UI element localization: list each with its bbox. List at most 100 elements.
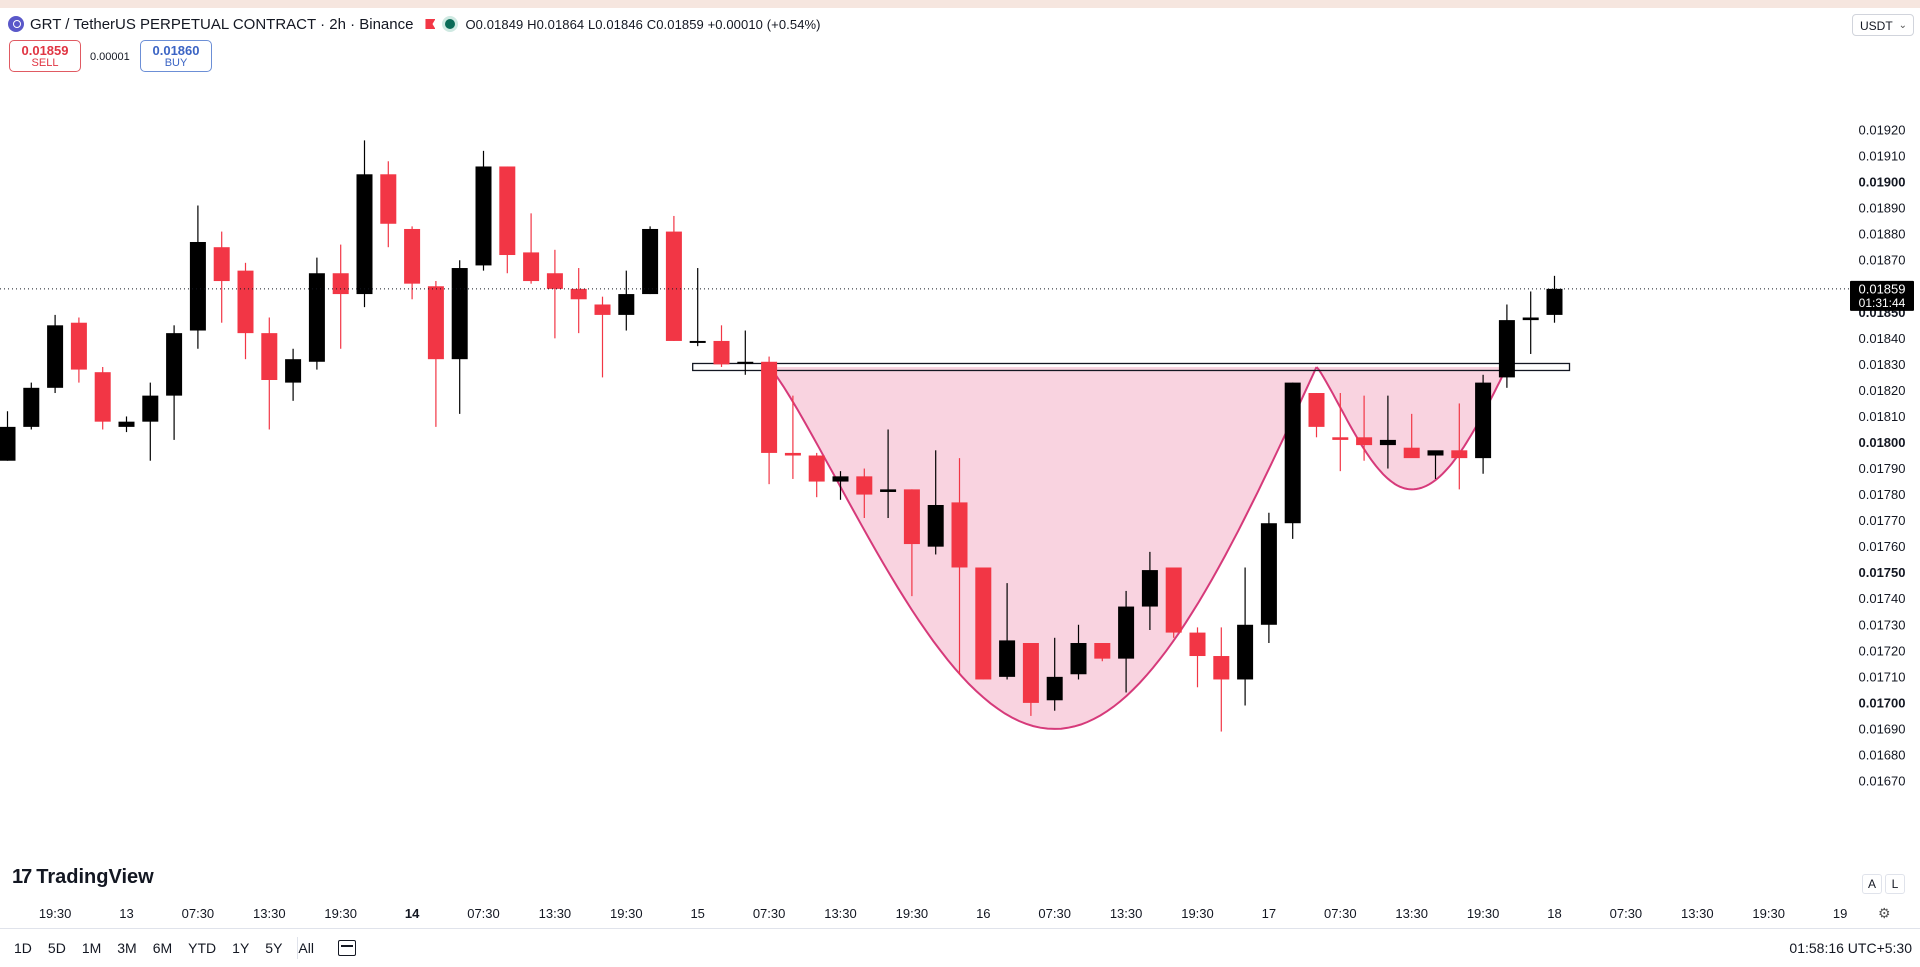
candle <box>1308 393 1325 438</box>
cup-fill <box>769 367 1317 729</box>
time-tick-label: 13:30 <box>1395 906 1428 921</box>
candle-body <box>927 504 944 547</box>
time-tick-label: 13:30 <box>824 906 857 921</box>
calendar-icon[interactable] <box>337 940 356 956</box>
candle-body <box>546 273 563 289</box>
candle <box>927 450 944 555</box>
price-chart[interactable]: 0.01920 0.01910 0.01900 0.01890 0.01880 0.018… <box>0 0 1920 928</box>
candle-body <box>1237 624 1254 680</box>
candle <box>475 150 492 271</box>
time-axis[interactable]: 19:30 13 07:30 13:30 19:30 14 07:30 13:30 19:30 1… <box>39 906 1848 921</box>
candle <box>880 429 897 519</box>
price-tag-countdown: 01:31:44 <box>1859 296 1906 310</box>
candle <box>1094 643 1111 662</box>
candle <box>761 356 778 485</box>
candle <box>713 325 730 367</box>
timeframe-3m[interactable]: 3M <box>117 940 137 956</box>
candle-body <box>618 294 635 315</box>
time-tick-label: 19:30 <box>1181 906 1214 921</box>
sell-button[interactable]: 0.01859 SELL <box>9 40 81 72</box>
candle-body <box>47 325 64 388</box>
log-scale-button[interactable]: L <box>1885 874 1905 894</box>
candle <box>642 226 659 295</box>
brand-name: TradingView <box>36 866 154 888</box>
candle-body <box>213 247 230 282</box>
time-tick-label: 07:30 <box>753 906 786 921</box>
buy-price: 0.01860 <box>152 43 200 58</box>
price-axis[interactable]: 0.01920 0.01910 0.01900 0.01890 0.01880 0.018… <box>1859 123 1906 789</box>
candle <box>189 205 206 349</box>
currency-select[interactable]: USDT ⌄ <box>1852 14 1914 36</box>
price-tick-label: 0.01830 <box>1859 357 1906 372</box>
candle <box>1356 395 1373 461</box>
candle <box>0 411 16 461</box>
candle-body <box>951 502 968 568</box>
candle-body <box>1498 320 1515 378</box>
price-tick-label: 0.01800 <box>1859 435 1906 450</box>
time-tick-label: 07:30 <box>1610 906 1643 921</box>
price-tick-label: 0.01670 <box>1859 774 1906 789</box>
candle-body <box>594 304 611 315</box>
timeframe-all[interactable]: All <box>298 940 314 956</box>
price-tick-label: 0.01820 <box>1859 383 1906 398</box>
candle <box>737 330 754 375</box>
buy-button[interactable]: 0.01860 BUY <box>140 40 212 72</box>
candle-body <box>856 476 873 495</box>
candle <box>665 215 682 341</box>
time-tick-label: 19:30 <box>1467 906 1500 921</box>
price-tick-label: 0.01810 <box>1859 409 1906 424</box>
candle <box>975 567 992 680</box>
tradingview-logo[interactable]: 17 TradingView <box>12 866 154 889</box>
candle <box>1022 643 1039 716</box>
timeframe-1m[interactable]: 1M <box>81 940 102 956</box>
candle <box>1070 624 1087 680</box>
candle <box>308 257 325 370</box>
candle-body <box>261 333 278 381</box>
candle <box>1475 374 1492 474</box>
candle-body <box>642 228 659 295</box>
sell-label: SELL <box>31 57 59 69</box>
candle <box>23 382 40 430</box>
candle <box>404 226 421 300</box>
candle-body <box>1022 643 1039 703</box>
time-tick-label: 07:30 <box>1038 906 1071 921</box>
time-tick-label: 13:30 <box>539 906 572 921</box>
price-tick-label: 0.01780 <box>1859 487 1906 502</box>
candle-body <box>1070 643 1087 675</box>
flag-icon[interactable] <box>425 19 436 29</box>
candle-body <box>1403 447 1420 459</box>
candle <box>94 366 111 430</box>
timeframe-ytd[interactable]: YTD <box>188 940 217 956</box>
candle <box>47 314 64 394</box>
timeframe-5d[interactable]: 5D <box>47 940 66 956</box>
candle <box>784 395 801 479</box>
grt-coin-icon <box>8 16 24 32</box>
ohlc-values: O0.01849 H0.01864 L0.01846 C0.01859 +0.0… <box>465 16 821 32</box>
candle-body <box>1189 632 1206 657</box>
candle <box>356 140 373 308</box>
candle-body <box>665 231 682 341</box>
candle <box>1284 382 1301 539</box>
sell-price: 0.01859 <box>21 43 69 58</box>
auto-scale-button[interactable]: A <box>1862 874 1882 894</box>
candle <box>808 452 825 498</box>
candle <box>1522 291 1539 354</box>
timeframe-6m[interactable]: 6M <box>152 940 173 956</box>
candle-body <box>1213 656 1230 680</box>
candle-body <box>0 426 16 461</box>
chevron-down-icon: ⌄ <box>1898 20 1907 31</box>
timeframe-5y[interactable]: 5Y <box>265 940 283 956</box>
time-tick-label: 19:30 <box>324 906 357 921</box>
symbol-title[interactable]: GRT / TetherUS PERPETUAL CONTRACT · 2h ·… <box>30 15 414 33</box>
candle-body <box>570 288 587 300</box>
candle <box>1332 393 1349 472</box>
time-tick-label: 19:30 <box>610 906 643 921</box>
candle <box>1379 395 1396 469</box>
candle-body <box>94 372 111 422</box>
timeframe-1y[interactable]: 1Y <box>232 940 250 956</box>
clock[interactable]: 01:58:16 UTC+5:30 <box>1789 940 1912 956</box>
candle-body <box>1094 643 1111 659</box>
timeframe-1d[interactable]: 1D <box>14 940 32 956</box>
gear-icon[interactable]: ⚙ <box>1878 905 1891 921</box>
